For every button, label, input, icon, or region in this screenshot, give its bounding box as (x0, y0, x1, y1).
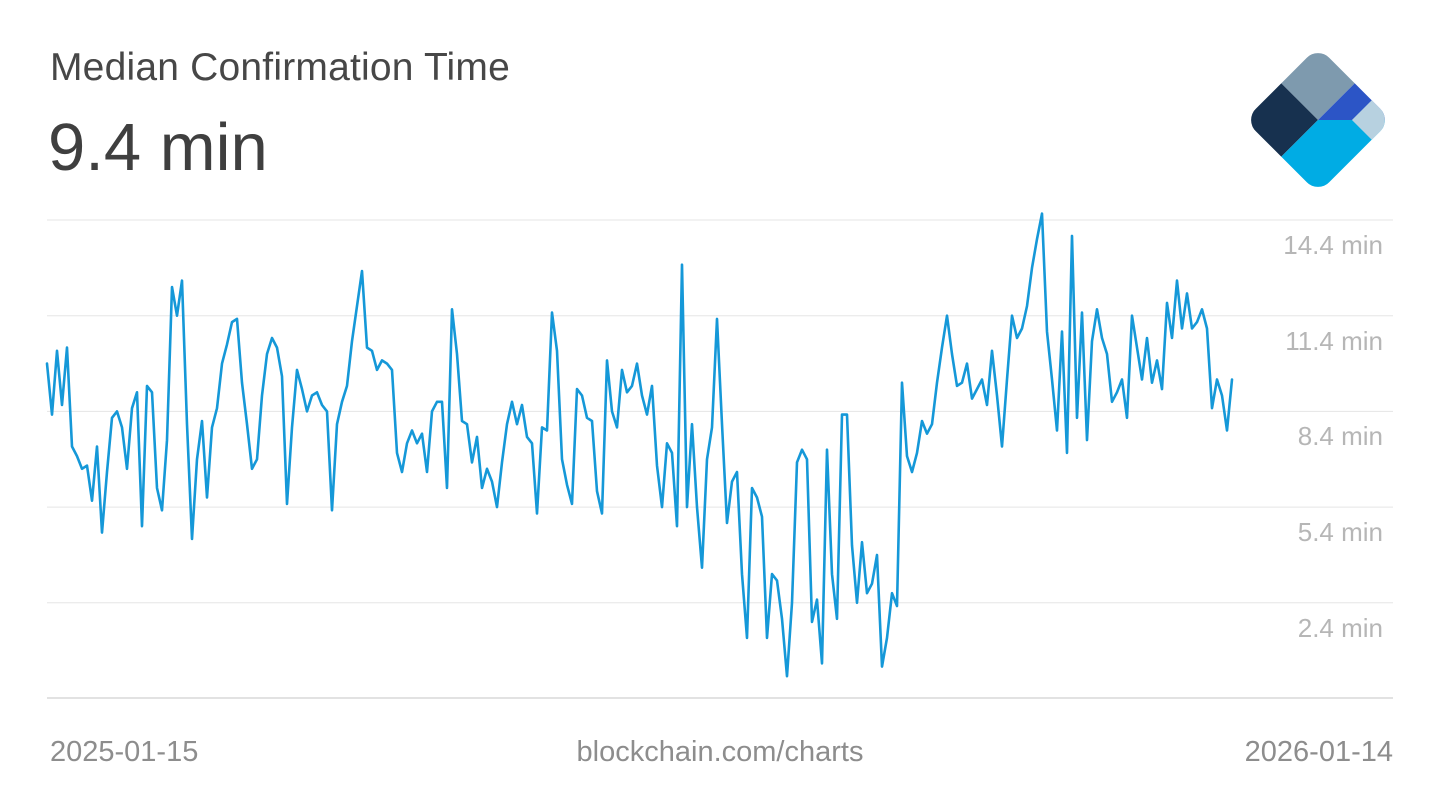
logo-left-piece (1244, 83, 1318, 157)
median-confirmation-time-series-line (45, 212, 1234, 678)
y-tick-label: 2.4 min (1297, 613, 1383, 643)
x-axis-end-date: 2026-01-14 (1244, 736, 1393, 768)
blockchain-logo-icon (1244, 46, 1392, 194)
x-axis-start-date: 2025-01-15 (50, 736, 199, 768)
attribution-watermark: blockchain.com/charts (576, 736, 864, 768)
logo-bottom-piece (1281, 120, 1392, 194)
y-tick-label: 14.4 min (1283, 230, 1383, 260)
logo-top-piece (1281, 46, 1355, 120)
page-title: Median Confirmation Time (50, 46, 510, 89)
latest-value: 9.4 min (48, 110, 268, 185)
y-tick-label: 11.4 min (1285, 326, 1383, 356)
y-tick-label: 8.4 min (1297, 421, 1383, 451)
y-tick-label: 5.4 min (1297, 517, 1383, 547)
